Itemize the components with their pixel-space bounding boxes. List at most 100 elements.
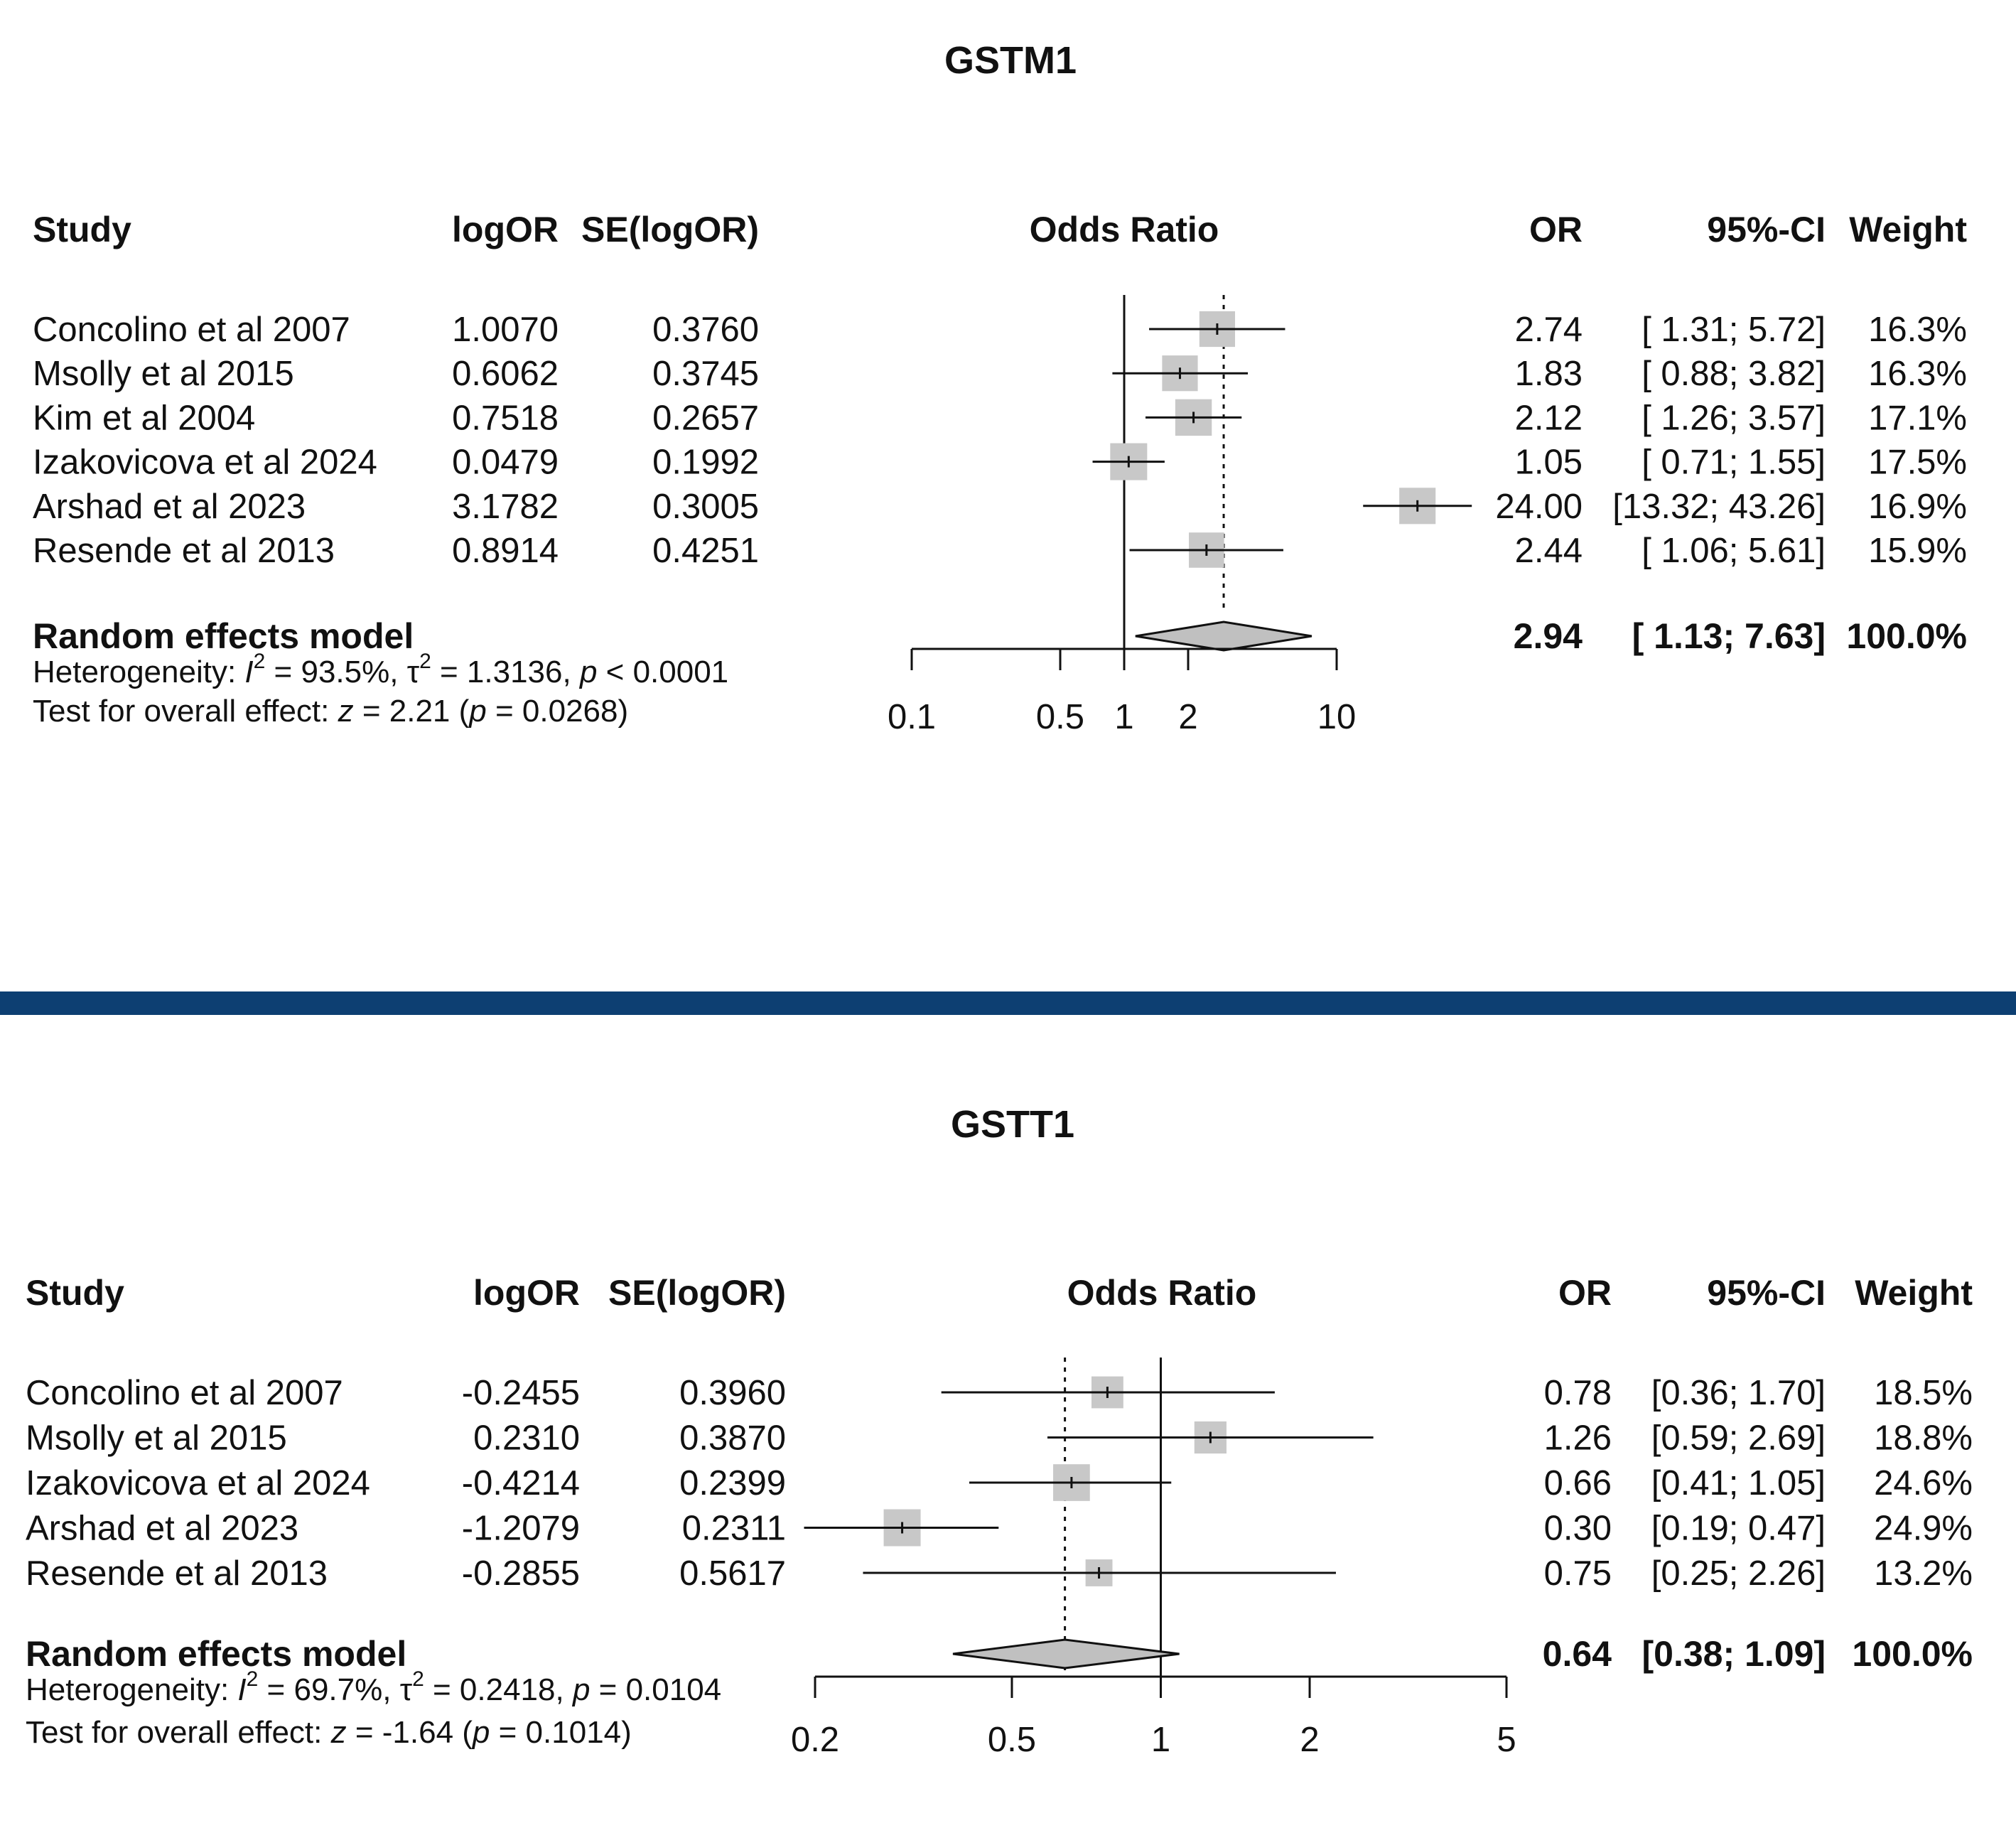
chart-2-study-or-2: 1.26	[1544, 1419, 1612, 1458]
chart-1-model-weight: 100.0%	[1846, 616, 1967, 656]
chart-1-study-ci-3: [ 1.26; 3.57]	[1642, 399, 1826, 437]
chart-2-study-logor-4: -1.2079	[462, 1510, 580, 1548]
chart-1-study-logor-5: 3.1782	[452, 488, 559, 526]
chart-1-study-name-1: Concolino et al 2007	[33, 311, 350, 349]
chart-1-study-or-4: 1.05	[1515, 444, 1583, 482]
chart-2-x-tick-label-5: 5	[1497, 1721, 1516, 1759]
chart-2-study-logor-2: 0.2310	[473, 1419, 580, 1458]
chart-1-x-tick-label-2: 0.5	[1036, 698, 1084, 736]
chart-1-study-weight-6: 15.9%	[1868, 532, 1967, 570]
chart-2-model-ci: [0.38; 1.09]	[1642, 1634, 1826, 1674]
chart-2-model-or: 0.64	[1543, 1634, 1612, 1674]
chart-1-x-tick-label-3: 1	[1114, 698, 1133, 736]
chart-1-heterogeneity-text: Heterogeneity: I2 = 93.5%, τ2 = 1.3136, …	[33, 650, 728, 689]
chart-2-header-weight: Weight	[1855, 1273, 1973, 1313]
chart-2-header-study: Study	[26, 1273, 124, 1313]
chart-2-study-name-1: Concolino et al 2007	[26, 1374, 343, 1412]
chart-1-study-logor-4: 0.0479	[452, 444, 559, 482]
chart-1-header-plot: Odds Ratio	[1030, 210, 1219, 249]
chart-1-header-se: SE(logOR)	[581, 210, 759, 249]
chart-1-study-weight-5: 16.9%	[1868, 488, 1967, 526]
chart-2-study-ci-5: [0.25; 2.26]	[1651, 1554, 1826, 1593]
chart-2-study-name-4: Arshad et al 2023	[26, 1510, 298, 1548]
chart-2-header-se: SE(logOR)	[608, 1273, 786, 1313]
chart-1-x-tick-label-4: 2	[1178, 698, 1197, 736]
gstt1-panel: GSTT1 Study logOR SE(logOR) Odds Ratio OR 95%-…	[0, 1015, 2016, 1833]
chart-2-study-weight-1: 18.5%	[1874, 1374, 1973, 1412]
chart-2-header-or: OR	[1558, 1273, 1612, 1313]
chart-2-study-or-1: 0.78	[1544, 1374, 1612, 1412]
chart-2-model-label: Random effects model	[26, 1634, 406, 1674]
chart-1-header-logor: logOR	[452, 210, 559, 249]
chart-1-study-name-3: Kim et al 2004	[33, 399, 255, 437]
chart-1-study-weight-3: 17.1%	[1868, 399, 1967, 437]
chart-1-title: GSTM1	[944, 39, 1077, 82]
chart-1-header-study: Study	[33, 210, 131, 249]
chart-2-header-ci: 95%-CI	[1707, 1273, 1826, 1313]
chart-2-study-name-2: Msolly et al 2015	[26, 1419, 287, 1458]
chart-1-study-logor-2: 0.6062	[452, 355, 559, 393]
chart-2-study-weight-2: 18.8%	[1874, 1419, 1973, 1458]
gstm1-panel: GSTM1 Study logOR SE(logOR) Odds Ratio OR 95%-…	[33, 39, 1968, 736]
chart-2-study-name-5: Resende et al 2013	[26, 1554, 328, 1593]
chart-1-study-se-3: 0.2657	[652, 399, 759, 437]
chart-1-study-logor-3: 0.7518	[452, 399, 559, 437]
chart-2-study-logor-5: -0.2855	[462, 1554, 580, 1593]
chart-1-study-or-5: 24.00	[1495, 488, 1583, 526]
chart-1-study-se-4: 0.1992	[652, 444, 759, 482]
chart-2-study-ci-3: [0.41; 1.05]	[1651, 1464, 1826, 1503]
chart-2-title: GSTT1	[951, 1103, 1074, 1146]
chart-2-overall-effect-text: Test for overall effect: z = -1.64 (p = …	[26, 1715, 632, 1750]
chart-1-study-name-2: Msolly et al 2015	[33, 355, 294, 393]
chart-1-study-name-4: Izakovicova et al 2024	[33, 444, 377, 482]
chart-1-study-ci-4: [ 0.71; 1.55]	[1642, 444, 1826, 482]
chart-1-study-name-5: Arshad et al 2023	[33, 488, 306, 526]
gstm1-forest-plot: GSTM1 Study logOR SE(logOR) Odds Ratio OR 95%-…	[33, 39, 1967, 736]
chart-2-study-logor-3: -0.4214	[462, 1464, 580, 1503]
chart-2-study-se-1: 0.3960	[679, 1374, 786, 1412]
chart-2-header-logor: logOR	[473, 1273, 580, 1313]
chart-2-model-weight: 100.0%	[1852, 1634, 1973, 1674]
chart-1-study-se-2: 0.3745	[652, 355, 759, 393]
chart-2-study-logor-1: -0.2455	[462, 1374, 580, 1412]
chart-2-heterogeneity-text: Heterogeneity: I2 = 69.7%, τ2 = 0.2418, …	[26, 1667, 721, 1707]
chart-1-study-weight-4: 17.5%	[1868, 444, 1967, 482]
chart-1-study-se-6: 0.4251	[652, 532, 759, 570]
chart-2-study-se-3: 0.2399	[679, 1464, 786, 1503]
chart-2-x-tick-label-4: 2	[1300, 1721, 1319, 1759]
chart-2-x-tick-label-3: 1	[1151, 1721, 1170, 1759]
chart-2-study-name-3: Izakovicova et al 2024	[26, 1464, 370, 1503]
chart-1-study-logor-6: 0.8914	[452, 532, 559, 570]
chart-1-study-name-6: Resende et al 2013	[33, 532, 335, 570]
chart-1-study-ci-6: [ 1.06; 5.61]	[1642, 532, 1826, 570]
chart-2-study-or-4: 0.30	[1544, 1510, 1612, 1548]
chart-1-model-or: 2.94	[1514, 616, 1583, 656]
chart-1-header-or: OR	[1529, 210, 1583, 249]
chart-2-study-weight-3: 24.6%	[1874, 1464, 1973, 1503]
chart-1-header-ci: 95%-CI	[1707, 210, 1826, 249]
chart-2-study-ci-1: [0.36; 1.70]	[1651, 1374, 1826, 1412]
chart-1-study-se-1: 0.3760	[652, 311, 759, 349]
chart-2-x-tick-label-1: 0.2	[791, 1721, 839, 1759]
chart-1-model-label: Random effects model	[33, 616, 414, 656]
chart-1-study-weight-2: 16.3%	[1868, 355, 1967, 393]
chart-2-study-weight-4: 24.9%	[1874, 1510, 1973, 1548]
chart-1-study-ci-1: [ 1.31; 5.72]	[1642, 311, 1826, 349]
chart-1-study-logor-1: 1.0070	[452, 311, 559, 349]
chart-1-study-se-5: 0.3005	[652, 488, 759, 526]
chart-1-study-or-2: 1.83	[1515, 355, 1583, 393]
chart-1-x-tick-label-1: 0.1	[888, 698, 936, 736]
chart-2-header-plot: Odds Ratio	[1067, 1273, 1257, 1313]
chart-1-study-ci-2: [ 0.88; 3.82]	[1642, 355, 1826, 393]
panel-divider	[0, 991, 2016, 1015]
chart-1-study-ci-5: [13.32; 43.26]	[1612, 488, 1826, 526]
chart-1-study-or-1: 2.74	[1515, 311, 1583, 349]
chart-2-study-or-5: 0.75	[1544, 1554, 1612, 1593]
chart-2-study-weight-5: 13.2%	[1874, 1554, 1973, 1593]
chart-1-model-diamond	[1135, 620, 1312, 652]
chart-2-x-tick-label-2: 0.5	[988, 1721, 1036, 1759]
chart-1-model-ci: [ 1.13; 7.63]	[1632, 616, 1826, 656]
chart-2-study-se-4: 0.2311	[682, 1510, 786, 1548]
chart-1-study-or-6: 2.44	[1515, 532, 1583, 570]
chart-1-study-or-3: 2.12	[1515, 399, 1583, 437]
